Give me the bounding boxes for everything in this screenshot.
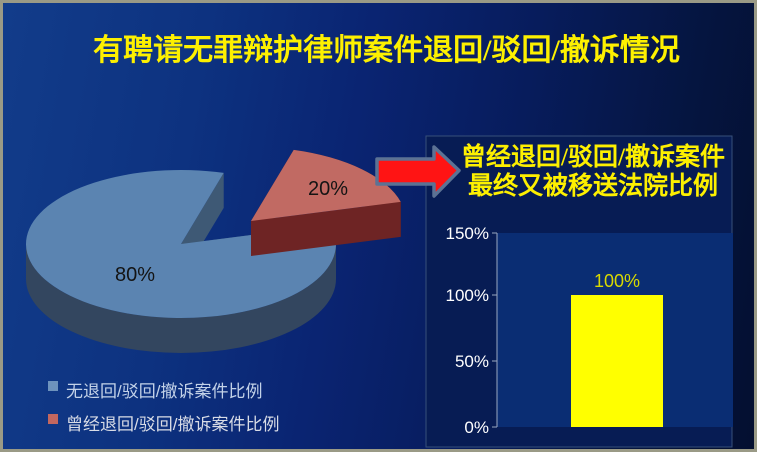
svg-text:50%: 50% (455, 352, 489, 371)
svg-text:0%: 0% (464, 418, 489, 437)
svg-text:150%: 150% (446, 224, 489, 243)
svg-text:20%: 20% (308, 178, 348, 200)
svg-text:100%: 100% (446, 286, 489, 305)
svg-text:80%: 80% (115, 264, 155, 286)
svg-text:100%: 100% (594, 271, 640, 291)
